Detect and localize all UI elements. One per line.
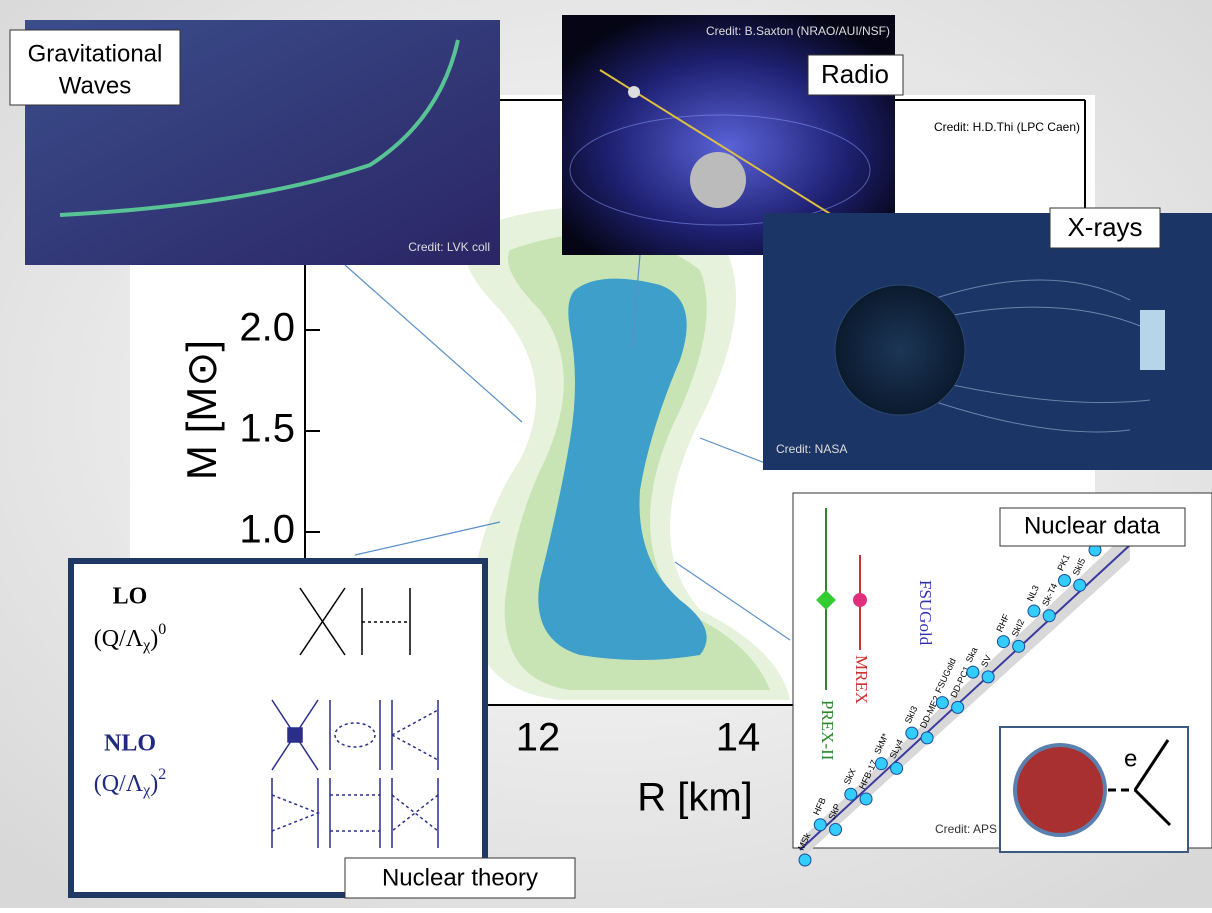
xray-title: X-rays xyxy=(1067,212,1142,242)
x-axis-label: R [km] xyxy=(637,776,753,820)
theory-box xyxy=(71,561,485,895)
slide: 12 14 R [km] M [M⊙] Credit: H.D.Thi (LPC… xyxy=(0,0,1212,908)
nuclear-data-title: Nuclear data xyxy=(1024,512,1161,539)
model-point xyxy=(952,701,964,713)
credit: Credit: NASA xyxy=(776,442,847,456)
model-point xyxy=(921,732,933,744)
order-label: NLO xyxy=(104,731,156,757)
radio-title: Radio xyxy=(821,59,889,89)
neutron-star xyxy=(835,285,965,415)
model-point xyxy=(936,697,948,709)
credit: Credit: H.D.Thi (LPC Caen) xyxy=(934,120,1080,134)
model-point xyxy=(845,788,857,800)
model-point xyxy=(1013,640,1025,652)
order-label: LO xyxy=(113,584,148,610)
x-tick-label: 14 xyxy=(716,716,761,760)
model-point xyxy=(967,666,979,678)
model-point xyxy=(1043,610,1055,622)
y-axis-label: M [M⊙] xyxy=(178,340,225,480)
model-point xyxy=(906,727,918,739)
model-point xyxy=(891,762,903,774)
model-point xyxy=(1058,575,1070,587)
nuclear-theory-title: Nuclear theory xyxy=(382,864,538,891)
model-point xyxy=(982,671,994,683)
model-point xyxy=(799,854,811,866)
telescope xyxy=(1140,310,1165,370)
order-power: (Q/Λχ)0 xyxy=(94,621,167,654)
credit: Credit: B.Saxton (NRAO/AUI/NSF) xyxy=(706,24,890,38)
x-tick-label: 12 xyxy=(516,716,561,760)
gw-title: Gravitational xyxy=(28,40,163,67)
order-power: (Q/Λχ)2 xyxy=(94,766,167,799)
model-highlight: FSUGold xyxy=(916,580,935,646)
credit: Credit: APS xyxy=(935,822,997,836)
electron-label: e xyxy=(1124,745,1137,772)
model-point xyxy=(1028,605,1040,617)
gw-title: Waves xyxy=(59,72,131,99)
model-point xyxy=(814,819,826,831)
experiment-label: MREX xyxy=(852,655,871,704)
credit: Credit: LVK coll xyxy=(408,240,490,254)
model-point xyxy=(860,793,872,805)
y-tick-label: 1.0 xyxy=(239,508,295,552)
y-tick-label: 1.5 xyxy=(239,407,295,451)
experiment-label: PREX-II xyxy=(818,700,837,761)
y-tick-label: 2.0 xyxy=(239,306,295,350)
model-point xyxy=(830,823,842,835)
model-point xyxy=(997,636,1009,648)
model-point xyxy=(875,758,887,770)
model-point xyxy=(1074,579,1086,591)
